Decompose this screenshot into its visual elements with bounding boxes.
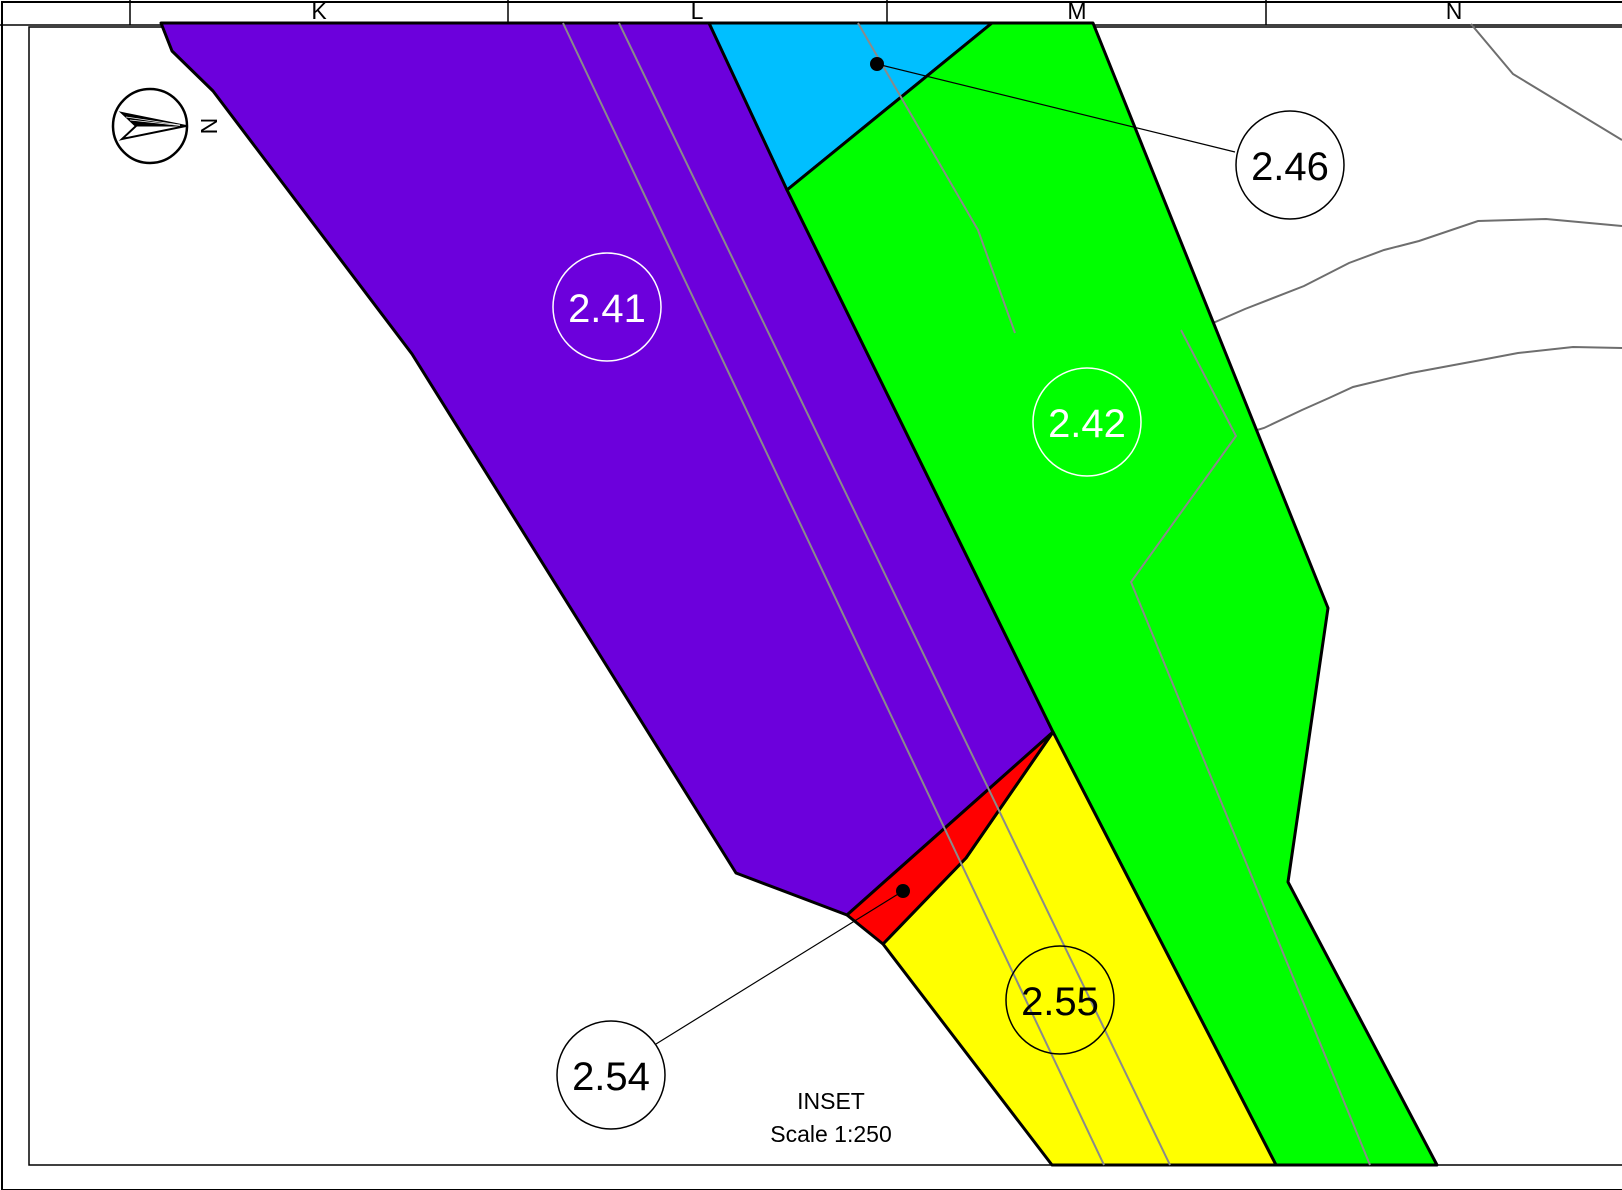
grid-label-l: L bbox=[691, 0, 704, 24]
grid-label-n: N bbox=[1446, 0, 1463, 24]
callout-label-2-54: 2.54 bbox=[572, 1055, 650, 1099]
inset-title: INSET bbox=[797, 1088, 865, 1114]
callout-label-2-46: 2.46 bbox=[1251, 145, 1329, 189]
callout-2-42[interactable]: 2.42 bbox=[1032, 367, 1142, 477]
callout-2-55[interactable]: 2.55 bbox=[1005, 945, 1115, 1055]
inset-scale: Scale 1:250 bbox=[770, 1121, 891, 1147]
parcel-2-42-area[interactable] bbox=[785, 21, 1439, 1167]
callout-2-46[interactable]: 2.46 bbox=[1235, 110, 1345, 220]
parcel-2-54-point bbox=[896, 884, 910, 898]
callout-label-2-41: 2.41 bbox=[568, 287, 646, 331]
north-arrow-icon bbox=[111, 87, 189, 165]
callout-label-2-55: 2.55 bbox=[1021, 980, 1099, 1024]
easement-lines bbox=[562, 22, 1371, 1166]
callout-label-2-42: 2.42 bbox=[1048, 402, 1126, 446]
callout-leaders bbox=[655, 63, 1236, 1045]
grid-label-m: M bbox=[1067, 0, 1086, 24]
north-label: N bbox=[196, 118, 222, 135]
parcel-2-46-point bbox=[870, 57, 884, 71]
callout-2-54[interactable]: 2.54 bbox=[556, 1020, 666, 1130]
callout-2-41[interactable]: 2.41 bbox=[552, 252, 662, 362]
grid-label-k: K bbox=[311, 0, 327, 24]
